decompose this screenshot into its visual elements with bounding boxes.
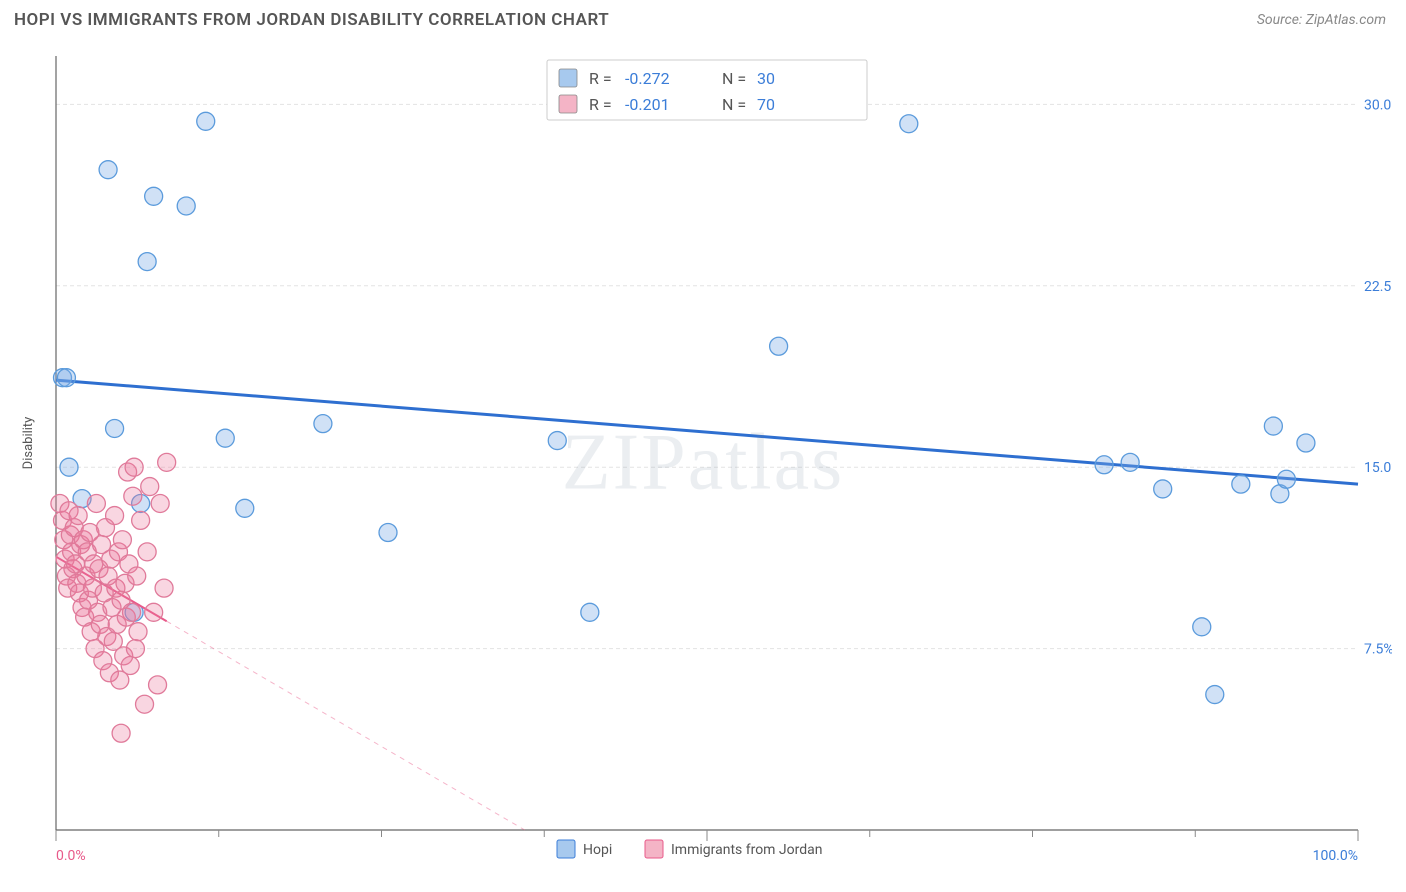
svg-text:22.5%: 22.5% (1364, 279, 1392, 295)
svg-text:Hopi: Hopi (583, 842, 612, 858)
svg-text:R =: R = (589, 69, 612, 88)
scatter-chart: 7.5% 15.0% 22.5% 30.0% 0.0% 100.0% Disability R… (14, 48, 1392, 878)
chart-area: 7.5% 15.0% 22.5% 30.0% 0.0% 100.0% Disability R… (14, 48, 1392, 878)
svg-text:30.0%: 30.0% (1364, 97, 1392, 113)
svg-text:-0.201: -0.201 (625, 95, 670, 114)
svg-text:Immigrants from Jordan: Immigrants from Jordan (671, 842, 823, 858)
svg-text:70: 70 (757, 95, 775, 114)
svg-text:30: 30 (757, 69, 775, 88)
source-label: Source: ZipAtlas.com (1257, 12, 1386, 28)
svg-text:N =: N = (722, 69, 746, 88)
svg-text:15.0%: 15.0% (1364, 460, 1392, 476)
svg-text:R =: R = (589, 95, 612, 114)
svg-text:7.5%: 7.5% (1364, 642, 1392, 658)
svg-text:-0.272: -0.272 (625, 69, 670, 88)
svg-text:Disability: Disability (21, 417, 36, 470)
chart-title: HOPI VS IMMIGRANTS FROM JORDAN DISABILIT… (14, 10, 609, 30)
svg-text:100.0%: 100.0% (1313, 848, 1358, 864)
svg-text:0.0%: 0.0% (56, 848, 86, 864)
svg-text:N =: N = (722, 95, 746, 114)
